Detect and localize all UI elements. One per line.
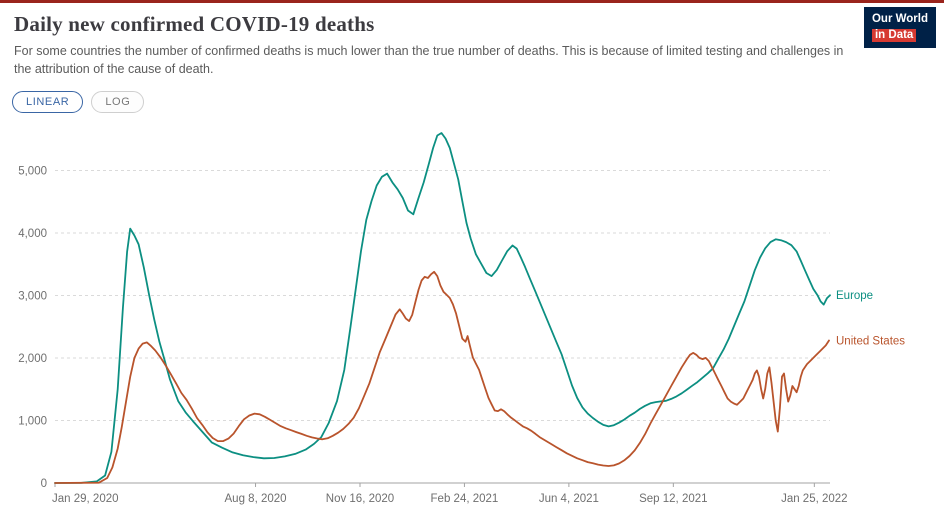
y-tick-label: 5,000 xyxy=(18,166,47,178)
x-tick-label: Nov 16, 2020 xyxy=(326,493,394,505)
x-tick-label: Sep 12, 2021 xyxy=(639,493,707,505)
linear-button[interactable]: LINEAR xyxy=(12,91,84,114)
y-tick-label: 0 xyxy=(41,478,47,490)
covid-deaths-line-chart[interactable]: 0 1,000 2,000 3,000 4,000 5,000 Jan 29, 2020 Au… xyxy=(0,115,944,515)
log-button[interactable]: LOG xyxy=(91,91,145,114)
chart-area: 0 1,000 2,000 3,000 4,000 5,000 Jan 29, 2020 Au… xyxy=(0,115,944,520)
owid-logo-line1: Our World xyxy=(871,13,928,25)
series-label-united-states[interactable]: United States xyxy=(836,336,905,348)
y-tick-label: 4,000 xyxy=(18,228,47,240)
series-label-europe[interactable]: Europe xyxy=(836,290,873,302)
x-tick-label: Jun 4, 2021 xyxy=(539,493,599,505)
x-tick-label: Jan 29, 2020 xyxy=(52,493,119,505)
y-tick-label: 2,000 xyxy=(18,353,47,365)
y-tick-label: 1,000 xyxy=(18,416,47,428)
chart-header: Daily new confirmed COVID-19 deaths For … xyxy=(0,3,944,78)
scale-toggle: LINEAR LOG xyxy=(12,91,944,114)
x-tick-label: Aug 8, 2020 xyxy=(225,493,287,505)
x-tick-label: Feb 24, 2021 xyxy=(431,493,499,505)
chart-subtitle: For some countries the number of confirm… xyxy=(14,44,844,77)
y-tick-label: 3,000 xyxy=(18,291,47,303)
owid-logo-line2: in Data xyxy=(871,28,917,42)
page-title: Daily new confirmed COVID-19 deaths xyxy=(14,12,375,36)
series-line-united-states[interactable] xyxy=(54,271,830,485)
x-tick-label: Jan 25, 2022 xyxy=(781,493,848,505)
owid-logo[interactable]: Our World in Data xyxy=(863,7,936,49)
top-accent-bar xyxy=(0,0,944,3)
series-line-europe[interactable] xyxy=(54,132,831,485)
